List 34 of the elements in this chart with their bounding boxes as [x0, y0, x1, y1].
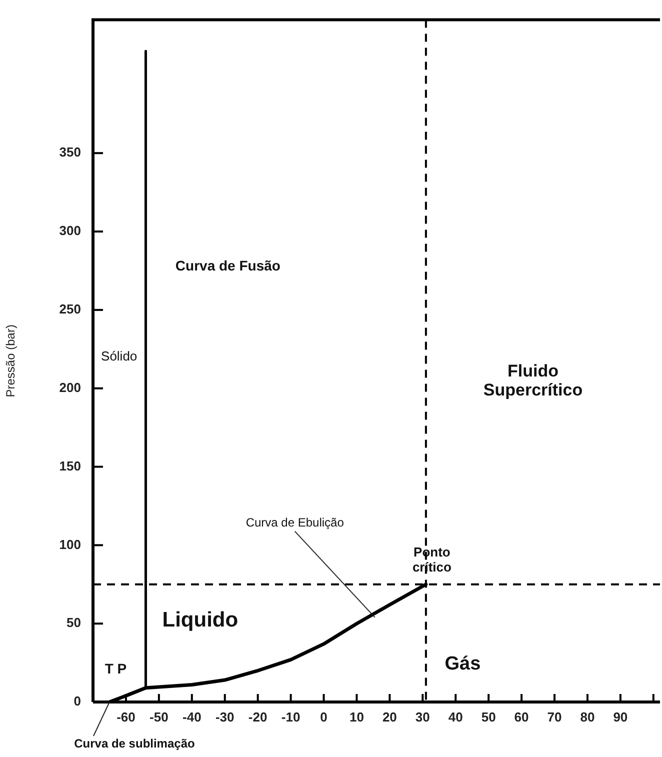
annotation: Curva de Ebulição [246, 516, 344, 530]
x-tick-label: 10 [349, 709, 364, 724]
y-tick-label: 300 [59, 223, 81, 238]
annotation: Curva de sublimação [74, 736, 195, 750]
x-tick-label: 30 [415, 709, 430, 724]
x-tick-label: 40 [448, 709, 463, 724]
y-tick-label: 250 [59, 302, 81, 317]
x-tick-label: 0 [320, 709, 328, 724]
y-tick-label: 50 [66, 615, 81, 630]
y-axis-title: Pressão (bar) [4, 324, 18, 398]
annotation: Sólido [101, 348, 138, 364]
y-tick-label: 200 [59, 380, 81, 395]
x-tick-label: -10 [281, 709, 300, 724]
x-tick-label: -30 [215, 709, 234, 724]
y-tick-label: 0 [74, 694, 81, 709]
x-tick-label: 90 [613, 709, 628, 724]
y-tick-label: 100 [59, 536, 81, 552]
x-tick-label: -20 [248, 709, 268, 724]
annotation: Ponto crítico [412, 544, 452, 574]
annotation: Liquido [162, 608, 238, 632]
annotation: Gás [444, 654, 481, 675]
x-tick-label: 60 [514, 709, 529, 724]
x-tick-label: 50 [481, 709, 496, 724]
y-tick-label: 350 [59, 144, 81, 160]
x-tick-label: -60 [116, 709, 136, 724]
x-tick-label: -40 [182, 709, 202, 724]
y-tick-label: 150 [59, 458, 81, 474]
x-tick-label: 80 [580, 709, 595, 724]
annotation: Curva de Fusão [175, 258, 280, 274]
x-tick-label: 70 [547, 709, 562, 724]
x-tick-label: 20 [382, 709, 397, 724]
annotation: Fluido Supercrítico [483, 362, 583, 400]
x-tick-label: -50 [150, 709, 168, 724]
annotation: T P [104, 660, 127, 677]
